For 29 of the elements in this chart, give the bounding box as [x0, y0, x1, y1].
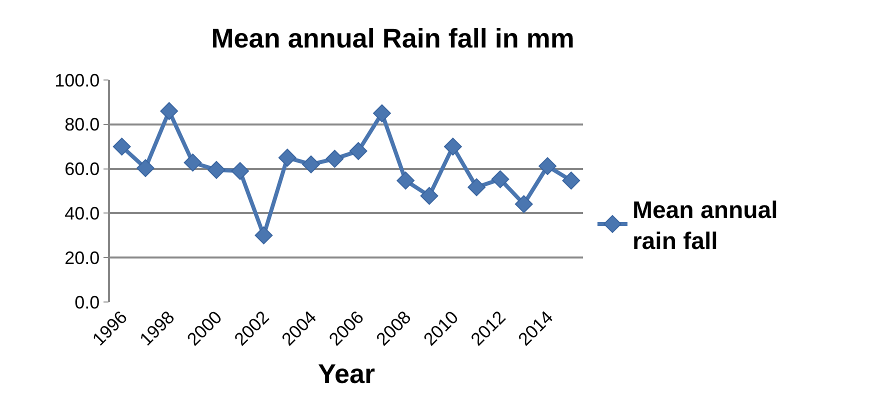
point: [491, 170, 510, 188]
x-axis-title: Year: [318, 358, 376, 389]
point: [326, 150, 344, 168]
y-tick-label: 0.0: [74, 292, 100, 312]
y-tick-label: 60.0: [64, 159, 100, 180]
legend-label: Mean annual rain fall: [632, 196, 778, 255]
point: [278, 148, 296, 167]
point: [207, 160, 226, 179]
point: [349, 142, 368, 160]
point: [373, 104, 391, 122]
point: [184, 154, 202, 172]
point: [468, 178, 486, 196]
y-tick-label: 80.0: [64, 114, 100, 135]
point: [420, 186, 438, 205]
point: [231, 162, 250, 180]
point: [538, 157, 556, 176]
point: [444, 138, 462, 156]
y-tick-label: 20.0: [64, 248, 100, 268]
point: [160, 102, 178, 120]
y-tick-label: 40.0: [64, 204, 100, 224]
point: [302, 155, 320, 174]
point: [254, 226, 273, 244]
point: [112, 138, 131, 156]
point: [514, 195, 533, 214]
point: [562, 172, 580, 190]
y-tick-label: 100.0: [54, 70, 100, 90]
point: [136, 159, 154, 178]
point: [396, 172, 415, 190]
chart-title: Mean annual Rain fall in mm: [211, 24, 574, 54]
